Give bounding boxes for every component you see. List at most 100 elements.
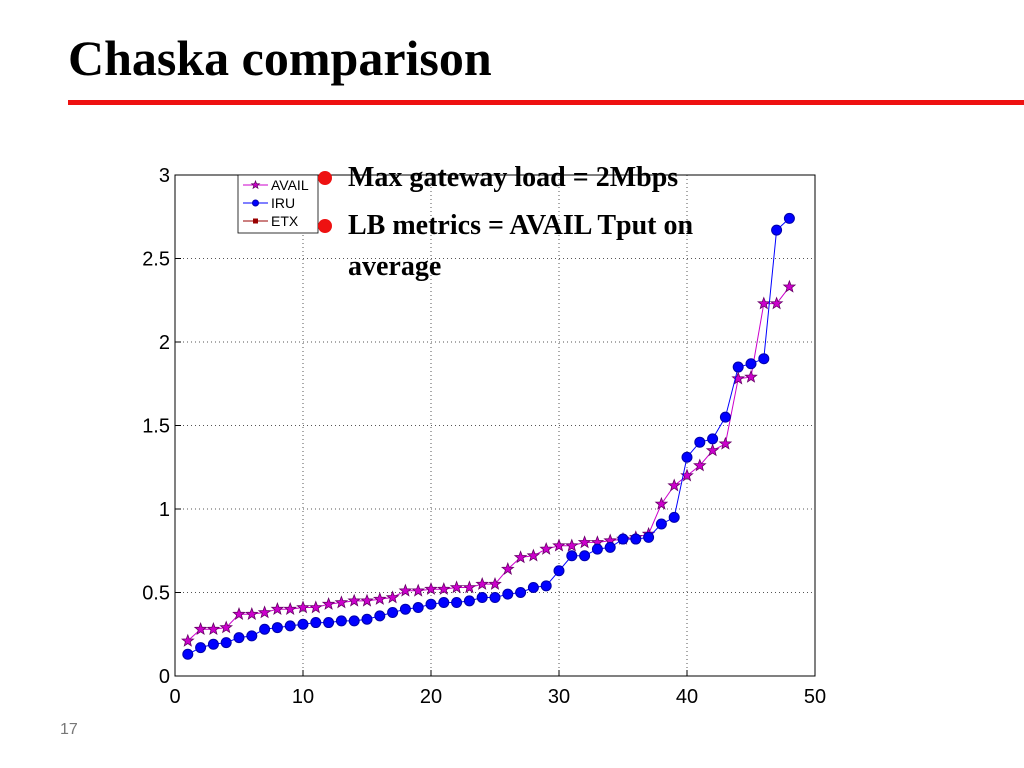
marker <box>579 550 591 562</box>
marker <box>182 648 194 660</box>
bullet-dot <box>318 171 332 185</box>
marker <box>323 617 335 629</box>
marker <box>744 369 758 383</box>
x-tick-label: 0 <box>169 686 180 708</box>
marker <box>232 607 246 621</box>
marker <box>783 212 795 224</box>
marker <box>694 436 706 448</box>
marker <box>399 603 411 615</box>
marker <box>252 199 259 207</box>
bullet-list: Max gateway load = 2Mbps LB metrics = AV… <box>318 162 693 282</box>
marker <box>347 593 361 607</box>
marker <box>360 593 374 607</box>
page-number: 17 <box>60 721 78 738</box>
marker <box>731 371 745 385</box>
marker <box>719 411 731 423</box>
marker <box>680 468 694 482</box>
y-tick-label: 2.5 <box>142 249 170 271</box>
marker <box>181 633 195 647</box>
marker <box>577 535 592 549</box>
marker <box>284 620 296 632</box>
marker <box>206 622 221 636</box>
marker <box>207 638 219 650</box>
marker <box>771 224 783 236</box>
marker <box>411 583 425 597</box>
y-tick-label: 3 <box>159 165 170 187</box>
marker <box>758 353 770 365</box>
marker <box>297 618 309 630</box>
marker <box>373 592 387 605</box>
marker <box>449 580 464 594</box>
x-tick-label: 30 <box>548 686 570 708</box>
marker <box>374 610 386 622</box>
marker <box>552 538 566 552</box>
marker <box>526 548 541 562</box>
marker <box>654 496 669 510</box>
marker <box>438 597 450 609</box>
marker <box>309 600 323 614</box>
marker <box>220 637 232 649</box>
y-tick-label: 2 <box>159 332 170 354</box>
legend: AVAIL IRU ETX <box>237 174 319 234</box>
bullet-dot <box>318 219 332 233</box>
marker <box>250 179 261 190</box>
marker <box>283 602 297 616</box>
marker <box>387 607 399 619</box>
x-tick-label: 20 <box>420 686 442 708</box>
marker <box>398 583 413 597</box>
marker <box>655 518 667 530</box>
bullet-text: LB metrics = AVAIL Tput on average <box>348 210 693 282</box>
marker <box>488 576 502 590</box>
marker <box>475 576 489 590</box>
marker <box>732 361 744 373</box>
marker <box>335 615 347 627</box>
marker <box>334 595 349 609</box>
marker <box>271 622 283 634</box>
marker <box>361 613 373 625</box>
title-rule <box>68 100 1024 105</box>
marker <box>565 538 579 552</box>
marker <box>681 451 693 463</box>
y-tick-label: 1.5 <box>142 416 170 438</box>
marker <box>424 582 438 595</box>
marker <box>310 617 322 629</box>
marker <box>219 620 233 634</box>
marker <box>705 443 720 457</box>
marker <box>604 541 616 553</box>
x-tick-label: 50 <box>804 686 826 708</box>
marker <box>270 602 285 616</box>
y-tick-label: 0 <box>159 666 170 688</box>
marker <box>527 581 539 593</box>
marker <box>412 602 424 614</box>
marker <box>425 598 437 610</box>
marker <box>539 541 553 555</box>
legend-label: AVAIL <box>271 177 309 193</box>
legend-label: ETX <box>271 213 299 229</box>
marker <box>757 296 771 310</box>
marker <box>617 533 629 545</box>
x-tick-label: 40 <box>676 686 698 708</box>
marker <box>515 587 527 598</box>
marker <box>502 588 514 600</box>
marker <box>718 436 733 450</box>
marker <box>257 605 272 619</box>
marker <box>245 607 259 621</box>
marker <box>643 531 655 543</box>
marker <box>253 218 258 224</box>
marker <box>707 433 719 445</box>
marker <box>195 642 207 654</box>
marker <box>451 597 463 609</box>
series-line <box>187 218 790 655</box>
marker <box>668 511 680 523</box>
marker <box>321 597 336 610</box>
marker <box>259 623 271 635</box>
marker <box>782 279 797 293</box>
marker <box>745 358 757 370</box>
marker <box>630 533 642 545</box>
marker <box>462 580 477 594</box>
marker <box>591 543 603 555</box>
marker <box>437 582 451 595</box>
bullet-text: Max gateway load = 2Mbps <box>348 162 678 193</box>
